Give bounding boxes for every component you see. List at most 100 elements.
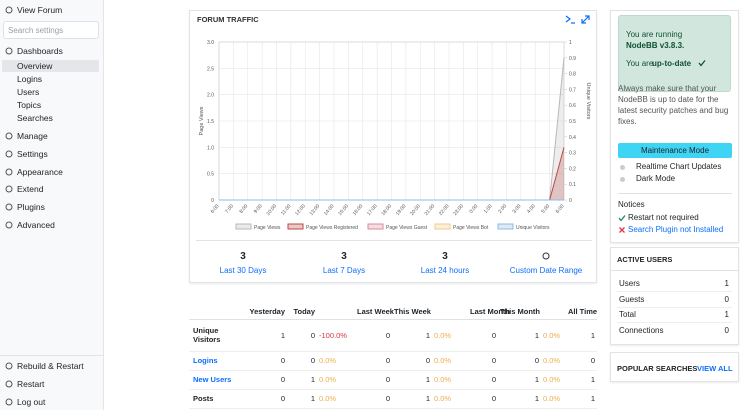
- count: 0: [385, 356, 390, 365]
- stat-link[interactable]: Last 30 Days: [219, 266, 267, 275]
- menu-icon: [5, 150, 13, 158]
- stat-value: 3: [442, 251, 448, 262]
- menu-icon: [5, 362, 13, 370]
- stat-value: 3: [341, 251, 347, 262]
- column-header: Last Week: [355, 290, 394, 320]
- maintenance-button[interactable]: Maintenance Mode: [618, 143, 732, 158]
- menu-icon: [5, 380, 13, 388]
- table-row: Unique Visitors 1 0 -100.0% 0 1 0.0% 0 1 0.0% 1: [189, 319, 597, 351]
- expand-icon: [581, 15, 590, 24]
- x-tick-label: 5:00: [540, 203, 551, 214]
- count: 0: [310, 330, 315, 340]
- menu-link[interactable]: Plugins: [17, 202, 45, 212]
- column-header: [432, 290, 468, 320]
- icon: [5, 168, 13, 176]
- active-users-card: ACTIVE USERS Users 1 Guests 0 Total 1 Connectio…: [610, 247, 739, 345]
- count: 0: [385, 394, 390, 403]
- custom-range-link[interactable]: Custom Date Range: [509, 266, 583, 275]
- icon: [619, 227, 625, 233]
- percent-change: 0.0%: [319, 375, 337, 384]
- count: 0: [385, 330, 390, 340]
- dashboard-link[interactable]: Logins: [17, 74, 43, 84]
- column-header: This Week: [392, 290, 432, 320]
- toggle-dot[interactable]: [620, 165, 625, 170]
- y-tick-label: 0: [211, 198, 214, 204]
- x-tick-label: 21:00: [424, 203, 437, 217]
- status-version: NodeBB v3.8.3.: [626, 41, 685, 50]
- menu-icon: [5, 221, 13, 229]
- footer-link[interactable]: Log out: [17, 397, 46, 407]
- divider: [617, 291, 732, 292]
- x-tick-label: 20:00: [409, 203, 422, 217]
- row-link[interactable]: New Users: [193, 375, 232, 384]
- dashboard-link[interactable]: Users: [17, 87, 40, 97]
- footer-link[interactable]: Rebuild & Restart: [17, 361, 84, 371]
- count: 1: [590, 330, 595, 340]
- percent-change: 0.0%: [543, 330, 561, 340]
- x-tick-label: 3:00: [512, 203, 523, 214]
- row-link[interactable]: Logins: [193, 356, 218, 365]
- x-tick-label: 13:00: [309, 203, 322, 217]
- percent-change: -100.0%: [319, 330, 347, 340]
- y-tick-label: 0.5: [207, 172, 214, 178]
- popular-searches-card: POPULAR SEARCHES VIEW ALL: [610, 352, 739, 382]
- dashboard-link[interactable]: Topics: [17, 100, 42, 110]
- toggle-dot[interactable]: [620, 177, 625, 182]
- stat-link[interactable]: Last 7 Days: [322, 266, 366, 275]
- dashboard-link[interactable]: Searches: [17, 113, 53, 123]
- legend-label: Page Views Guest: [386, 225, 428, 231]
- menu-icon: [5, 398, 13, 406]
- legend-swatch: [367, 223, 384, 230]
- y2-tick-label: 0.2: [569, 166, 576, 172]
- menu-icon: [5, 203, 13, 211]
- x-tick-label: 16:00: [352, 203, 365, 217]
- y2-tick-label: 0.7: [569, 87, 576, 93]
- menu-link[interactable]: Manage: [17, 131, 48, 141]
- count: 0: [280, 394, 285, 403]
- icon: [5, 6, 13, 14]
- menu-link[interactable]: Advanced: [17, 220, 55, 230]
- column-header: Last Month: [468, 290, 510, 320]
- column-header: This Month: [498, 290, 541, 320]
- count: 0: [280, 356, 285, 365]
- x-tick-label: 1:00: [483, 203, 494, 214]
- view-forum-link[interactable]: View Forum: [17, 5, 63, 15]
- dashboard-link[interactable]: Overview: [2, 60, 99, 72]
- percent-change: 0.0%: [543, 394, 561, 403]
- icon: [5, 380, 13, 388]
- active-label: Users: [619, 279, 640, 288]
- count: 0: [491, 356, 496, 365]
- view-all-link[interactable]: VIEW ALL: [697, 364, 733, 373]
- x-tick-label: 22:00: [438, 203, 451, 217]
- menu-link[interactable]: Appearance: [17, 167, 63, 177]
- icon: [5, 362, 13, 370]
- y2-tick-label: 0.5: [569, 119, 576, 125]
- count: 1: [310, 394, 315, 403]
- active-value: 1: [724, 310, 729, 319]
- menu-link[interactable]: Extend: [17, 184, 44, 194]
- count: 1: [425, 394, 430, 403]
- icon: [5, 132, 13, 140]
- y2-axis-label: Unique Visitors: [585, 83, 591, 120]
- stat-link[interactable]: Last 24 hours: [420, 266, 470, 275]
- x-tick-label: 14:00: [323, 203, 336, 217]
- count: 0: [425, 356, 430, 365]
- percent-change: 0.0%: [434, 356, 452, 365]
- column-header: All Time: [566, 290, 597, 320]
- count: 1: [534, 375, 539, 384]
- footer-link[interactable]: Restart: [17, 379, 45, 389]
- menu-link[interactable]: Settings: [17, 149, 48, 159]
- divider: [617, 322, 732, 323]
- search-input[interactable]: Search settings: [3, 21, 99, 39]
- column-header: Yesterday: [247, 290, 287, 320]
- toggle-label: Dark Mode: [636, 174, 676, 183]
- header-row: Yesterday Today Last Week This Week Last Mon…: [189, 290, 597, 320]
- y2-tick-label: 1: [569, 40, 572, 46]
- divider: [0, 355, 103, 356]
- percent-change: 0.0%: [434, 330, 452, 340]
- notice-text[interactable]: Search Plugin not Installed: [628, 225, 724, 234]
- y2-tick-label: 0.9: [569, 56, 576, 62]
- menu-icon: [542, 252, 550, 260]
- icon: [698, 60, 706, 67]
- row-label: Unique Visitors: [193, 326, 221, 344]
